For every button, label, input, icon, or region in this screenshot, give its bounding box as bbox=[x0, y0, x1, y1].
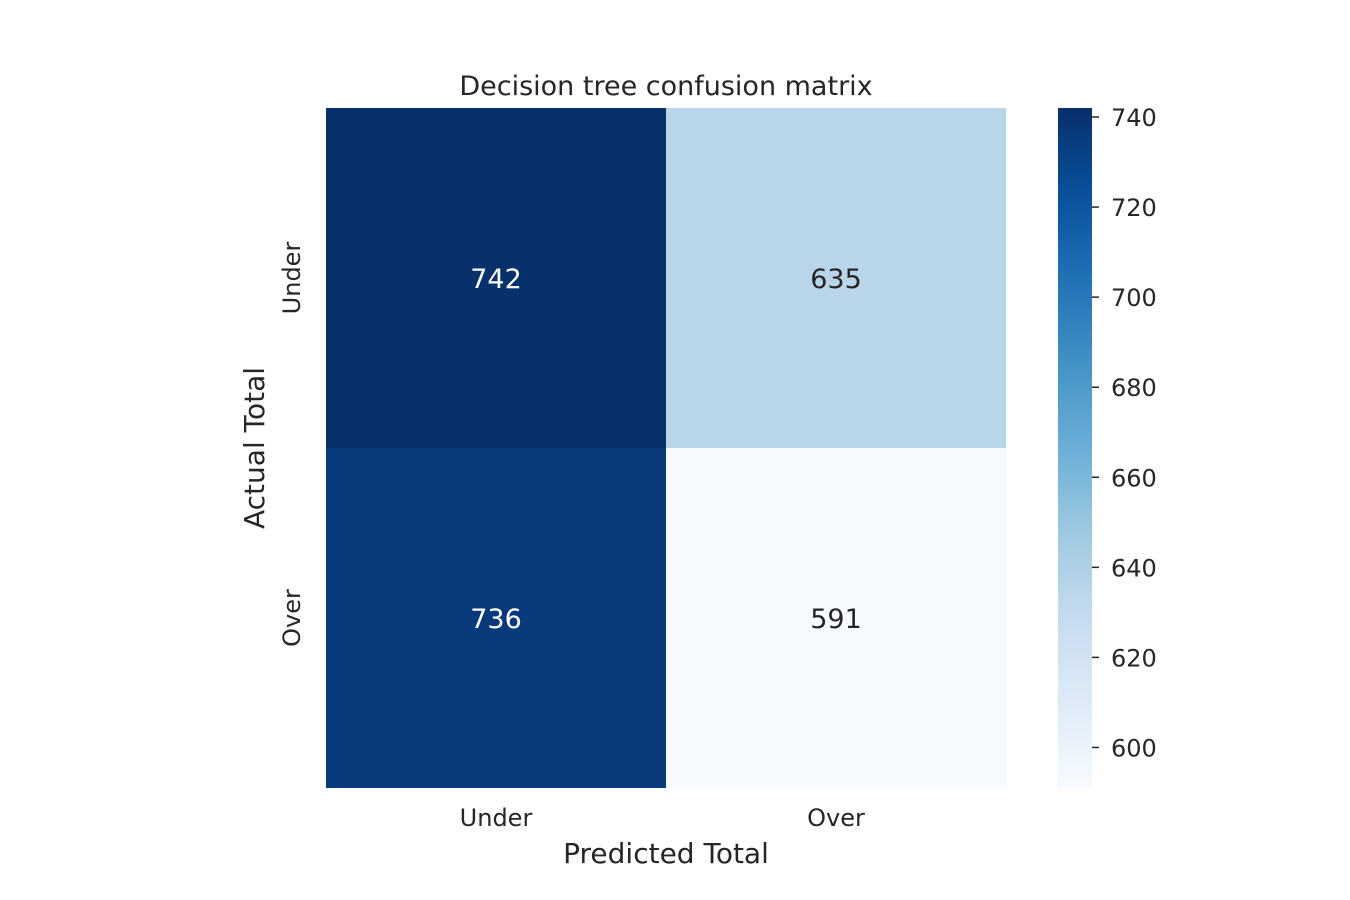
x-tick-label: Over bbox=[807, 804, 865, 832]
y-axis-label: Actual Total bbox=[238, 367, 271, 529]
heatmap-cell bbox=[666, 108, 1006, 448]
colorbar-tick-label: 740 bbox=[1111, 104, 1157, 132]
heatmap-cell bbox=[326, 108, 666, 448]
y-tick-label: Over bbox=[278, 589, 306, 647]
colorbar-tick-label: 720 bbox=[1111, 194, 1157, 222]
colorbar-ticks: 600 620 640 660 680 700 720 740 bbox=[1092, 104, 1157, 762]
colorbar bbox=[1058, 108, 1092, 788]
y-tick-labels: Under Over bbox=[278, 242, 306, 647]
chart-title: Decision tree confusion matrix bbox=[459, 71, 872, 102]
y-tick-label: Under bbox=[278, 242, 306, 315]
heatmap-cells: 742 635 736 591 bbox=[326, 108, 1006, 788]
heatmap-cell bbox=[666, 448, 1006, 788]
cell-value-label: 742 bbox=[470, 264, 522, 295]
colorbar-tick-label: 660 bbox=[1111, 464, 1157, 492]
colorbar-tick-label: 620 bbox=[1111, 644, 1157, 672]
colorbar-tick-label: 700 bbox=[1111, 284, 1157, 312]
colorbar-tick-label: 640 bbox=[1111, 554, 1157, 582]
cell-value-label: 736 bbox=[470, 604, 522, 635]
cell-value-label: 591 bbox=[810, 604, 862, 635]
x-tick-labels: Under Over bbox=[460, 804, 865, 832]
heatmap-cell bbox=[326, 448, 666, 788]
x-axis-label: Predicted Total bbox=[563, 837, 769, 870]
colorbar-tick-label: 600 bbox=[1111, 734, 1157, 762]
cell-value-label: 635 bbox=[810, 264, 862, 295]
colorbar-tick-label: 680 bbox=[1111, 374, 1157, 402]
x-tick-label: Under bbox=[460, 804, 533, 832]
